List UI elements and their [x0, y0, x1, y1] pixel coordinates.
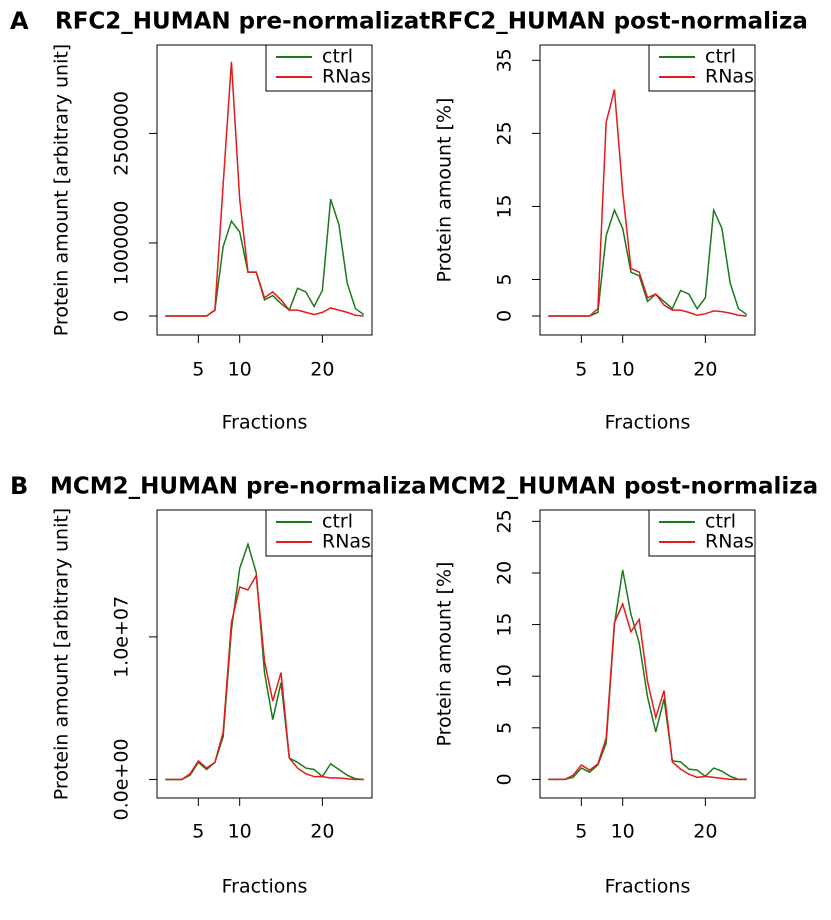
y-tick-label: 2500000 [111, 91, 133, 176]
legend-label: RNas [322, 531, 371, 553]
legend-label: RNas [322, 66, 371, 88]
x-axis-title: Fractions [605, 412, 691, 434]
chart-title: RFC2_HUMAN pre-normalizat [55, 9, 430, 35]
x-tick-label: 5 [575, 821, 587, 843]
x-axis-title: Fractions [605, 876, 691, 898]
x-tick-label: 20 [693, 821, 717, 843]
plot-frame [539, 44, 756, 336]
data-line [548, 207, 748, 317]
plot-frame [156, 44, 373, 336]
y-tick-label: 5 [494, 722, 516, 734]
y-axis-title: Protein amount [%] [434, 562, 456, 747]
x-tick-label: 5 [192, 359, 204, 381]
data-line [548, 89, 747, 317]
y-axis-title: Protein amount [arbitrary unit] [51, 508, 73, 800]
y-tick-label: 25 [494, 509, 516, 533]
legend-box [648, 509, 756, 557]
plot-frame [156, 509, 373, 799]
y-tick-label: 35 [494, 48, 516, 72]
x-tick-label: 10 [611, 821, 635, 843]
y-tick-label: 15 [494, 612, 516, 636]
legend-label: ctrl [322, 511, 353, 533]
y-tick-label: 20 [494, 561, 516, 585]
y-tick-label: 0 [494, 310, 516, 322]
legend-label: ctrl [705, 46, 736, 68]
y-tick-label: 15 [494, 194, 516, 218]
x-tick-label: 10 [611, 359, 635, 381]
y-tick-label: 5 [494, 273, 516, 285]
data-line [548, 601, 747, 781]
chart-title: MCM2_HUMAN pre-normaliza [50, 474, 427, 500]
chart-title: MCM2_HUMAN post-normaliza [428, 474, 818, 500]
x-tick-label: 10 [228, 821, 252, 843]
panel-label: B [10, 472, 28, 500]
data-line [548, 569, 747, 781]
legend-label: RNas [705, 66, 754, 88]
y-tick-label: 10 [494, 664, 516, 688]
data-line [165, 541, 364, 781]
y-tick-label: 0.0e+00 [111, 738, 133, 820]
x-tick-label: 20 [693, 359, 717, 381]
x-tick-label: 10 [228, 359, 252, 381]
legend-label: ctrl [322, 46, 353, 68]
legend-box [265, 509, 373, 557]
legend-label: ctrl [705, 511, 736, 533]
chart-title: RFC2_HUMAN post-normaliza [430, 9, 808, 35]
y-tick-label: 0 [494, 773, 516, 785]
panel-label: A [10, 7, 29, 35]
y-tick-label: 1.0e+07 [111, 596, 133, 678]
x-tick-label: 5 [192, 821, 204, 843]
plot-frame [539, 509, 756, 799]
x-tick-label: 20 [310, 359, 334, 381]
y-tick-label: 1000000 [111, 201, 133, 286]
legend-label: RNas [705, 531, 754, 553]
y-axis-title: Protein amount [arbitrary unit] [51, 44, 73, 336]
y-tick-label: 0 [111, 310, 133, 322]
y-axis-title: Protein amount [%] [434, 98, 456, 283]
data-line [165, 573, 364, 781]
x-axis-title: Fractions [222, 876, 308, 898]
y-tick-label: 25 [494, 121, 516, 145]
x-tick-label: 20 [310, 821, 334, 843]
x-axis-title: Fractions [222, 412, 308, 434]
legend-box [265, 44, 373, 92]
legend-box [648, 44, 756, 92]
data-line [165, 61, 364, 317]
x-tick-label: 5 [575, 359, 587, 381]
